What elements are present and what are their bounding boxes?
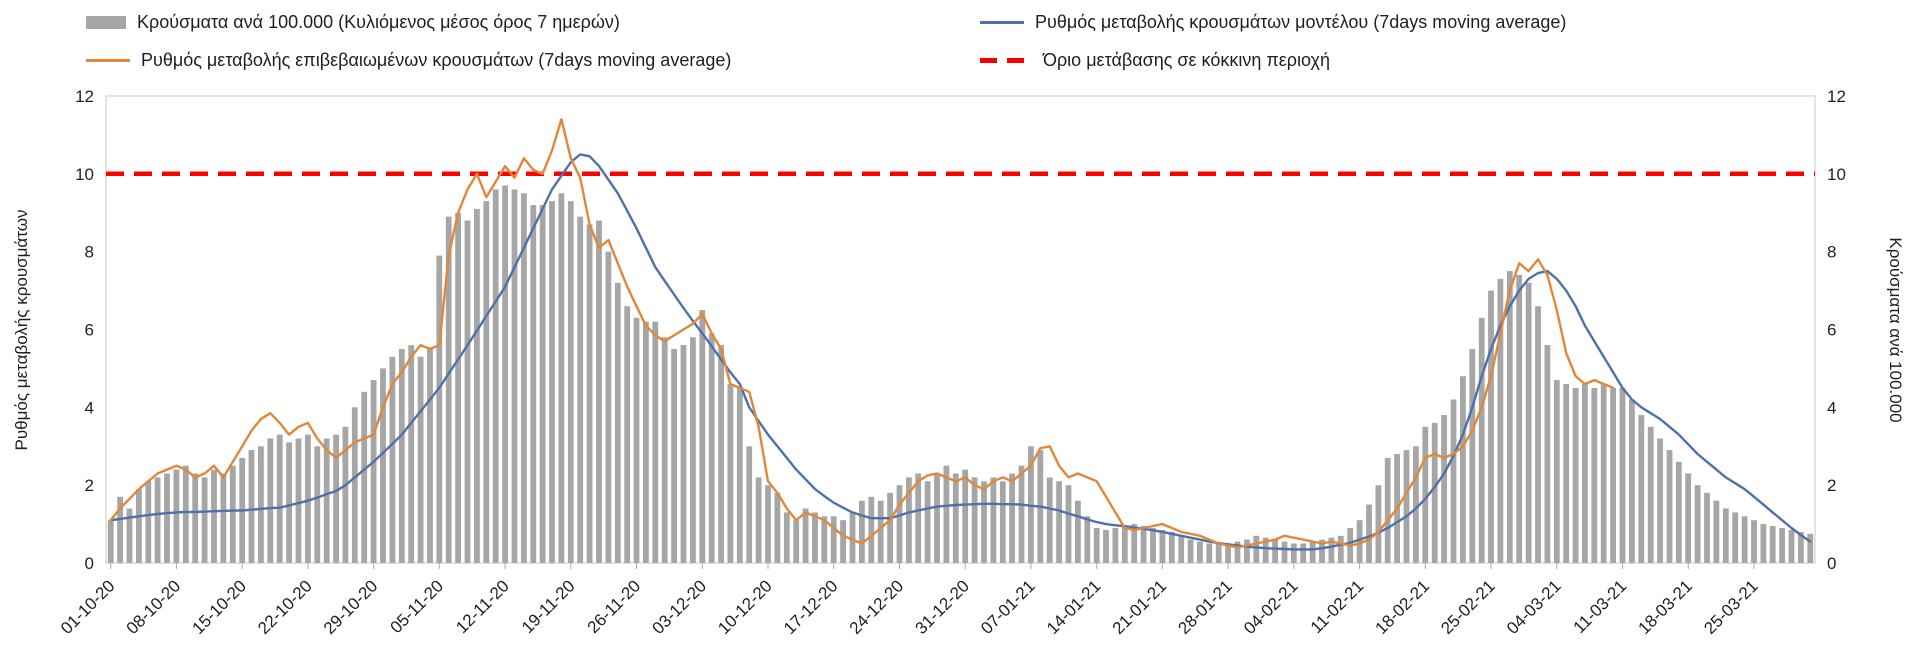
x-tick-label: 05-11-20 (386, 576, 447, 637)
x-tick-label: 12-11-20 (452, 576, 513, 637)
x-tick-label: 26-11-20 (584, 576, 645, 637)
left-axis-title: Ρυθμός μεταβολής κρουσμάτων (12, 209, 31, 451)
legend-item-cases-per-100k: Κρούσματα ανά 100.000 (Κυλιόμενος μέσος … (86, 12, 620, 34)
y-tick-label-left: 6 (85, 321, 94, 340)
legend-item-confirmed-rate: Ρυθμός μεταβολής επιβεβαιωμένων κρουσμάτ… (86, 50, 731, 72)
legend-item-red-threshold: Όριο μετάβασης σε κόκκινη περιοχή (980, 50, 1330, 72)
x-tick-label: 18-03-21 (1634, 576, 1696, 638)
x-tick-label: 04-03-21 (1503, 576, 1565, 638)
x-tick-label: 07-01-21 (977, 576, 1039, 638)
x-tick-label: 11-02-21 (1307, 576, 1368, 637)
legend-label-cases-per-100k: Κρούσματα ανά 100.000 (Κυλιόμενος μέσος … (137, 12, 620, 32)
bar-swatch-icon (86, 16, 126, 30)
y-tick-label-left: 2 (85, 476, 94, 495)
y-axis-tick-labels: 0 0 2 2 4 4 6 6 8 8 10 10 12 12 (75, 87, 1846, 573)
x-tick-label: 01-10-20 (57, 576, 119, 638)
legend-label-red-threshold: Όριο μετάβασης σε κόκκινη περιοχή (1043, 50, 1331, 70)
blue-line-swatch-icon (980, 21, 1024, 25)
y-tick-label-right: 8 (1827, 243, 1836, 262)
x-tick-label: 31-12-20 (911, 576, 973, 638)
confirmed-rate-line (109, 118, 1615, 549)
x-tick-label: 11-03-21 (1570, 576, 1631, 637)
x-tick-label: 04-02-21 (1240, 576, 1302, 638)
x-tick-label: 29-10-20 (320, 576, 382, 638)
legend-label-confirmed-rate: Ρυθμός μεταβολής επιβεβαιωμένων κρουσμάτ… (141, 50, 732, 70)
y-tick-label-left: 12 (75, 87, 94, 106)
x-tick-label: 19-11-20 (518, 576, 579, 637)
y-tick-label-left: 8 (85, 243, 94, 262)
plot-border (105, 95, 1816, 564)
x-tick-label: 18-02-21 (1372, 576, 1434, 638)
x-tick-label: 17-12-20 (780, 576, 842, 638)
x-axis-tick-labels: 01-10-20 08-10-20 15-10-20 22-10-20 29-10-20… (57, 563, 1762, 638)
y-tick-label-left: 4 (85, 398, 94, 417)
orange-line-swatch-icon (86, 59, 130, 63)
x-tick-label: 03-12-20 (649, 576, 711, 638)
right-axis-title: Κρούσματα ανά 100.000 (1886, 237, 1905, 423)
x-tick-label: 21-01-21 (1109, 576, 1171, 638)
y-tick-label-right: 10 (1827, 165, 1846, 184)
x-tick-label: 24-12-20 (846, 576, 908, 638)
x-tick-label: 25-03-21 (1700, 576, 1762, 638)
x-tick-label: 15-10-20 (188, 576, 250, 638)
legend-item-model-rate: Ρυθμός μεταβολής κρουσμάτων μοντέλου (7d… (980, 12, 1566, 34)
y-tick-label-right: 12 (1827, 87, 1846, 106)
x-tick-label: 25-02-21 (1437, 576, 1499, 638)
x-tick-label: 08-10-20 (123, 576, 185, 638)
x-tick-label: 14-01-21 (1043, 576, 1105, 638)
y-tick-label-right: 2 (1827, 476, 1836, 495)
y-tick-label-left: 10 (75, 165, 94, 184)
bars-cases-per-100k (107, 185, 1814, 564)
y-tick-label-right: 0 (1827, 554, 1836, 573)
legend-label-model-rate: Ρυθμός μεταβολής κρουσμάτων μοντέλου (7d… (1035, 12, 1567, 32)
y-tick-label-right: 6 (1827, 321, 1836, 340)
x-tick-label: 28-01-21 (1174, 576, 1236, 638)
y-tick-label-left: 0 (85, 554, 94, 573)
model-rate-line (109, 153, 1812, 551)
y-tick-label-right: 4 (1827, 398, 1836, 417)
x-tick-label: 22-10-20 (254, 576, 316, 638)
red-dashed-swatch-icon (980, 58, 1032, 64)
x-tick-label: 10-12-20 (714, 576, 776, 638)
